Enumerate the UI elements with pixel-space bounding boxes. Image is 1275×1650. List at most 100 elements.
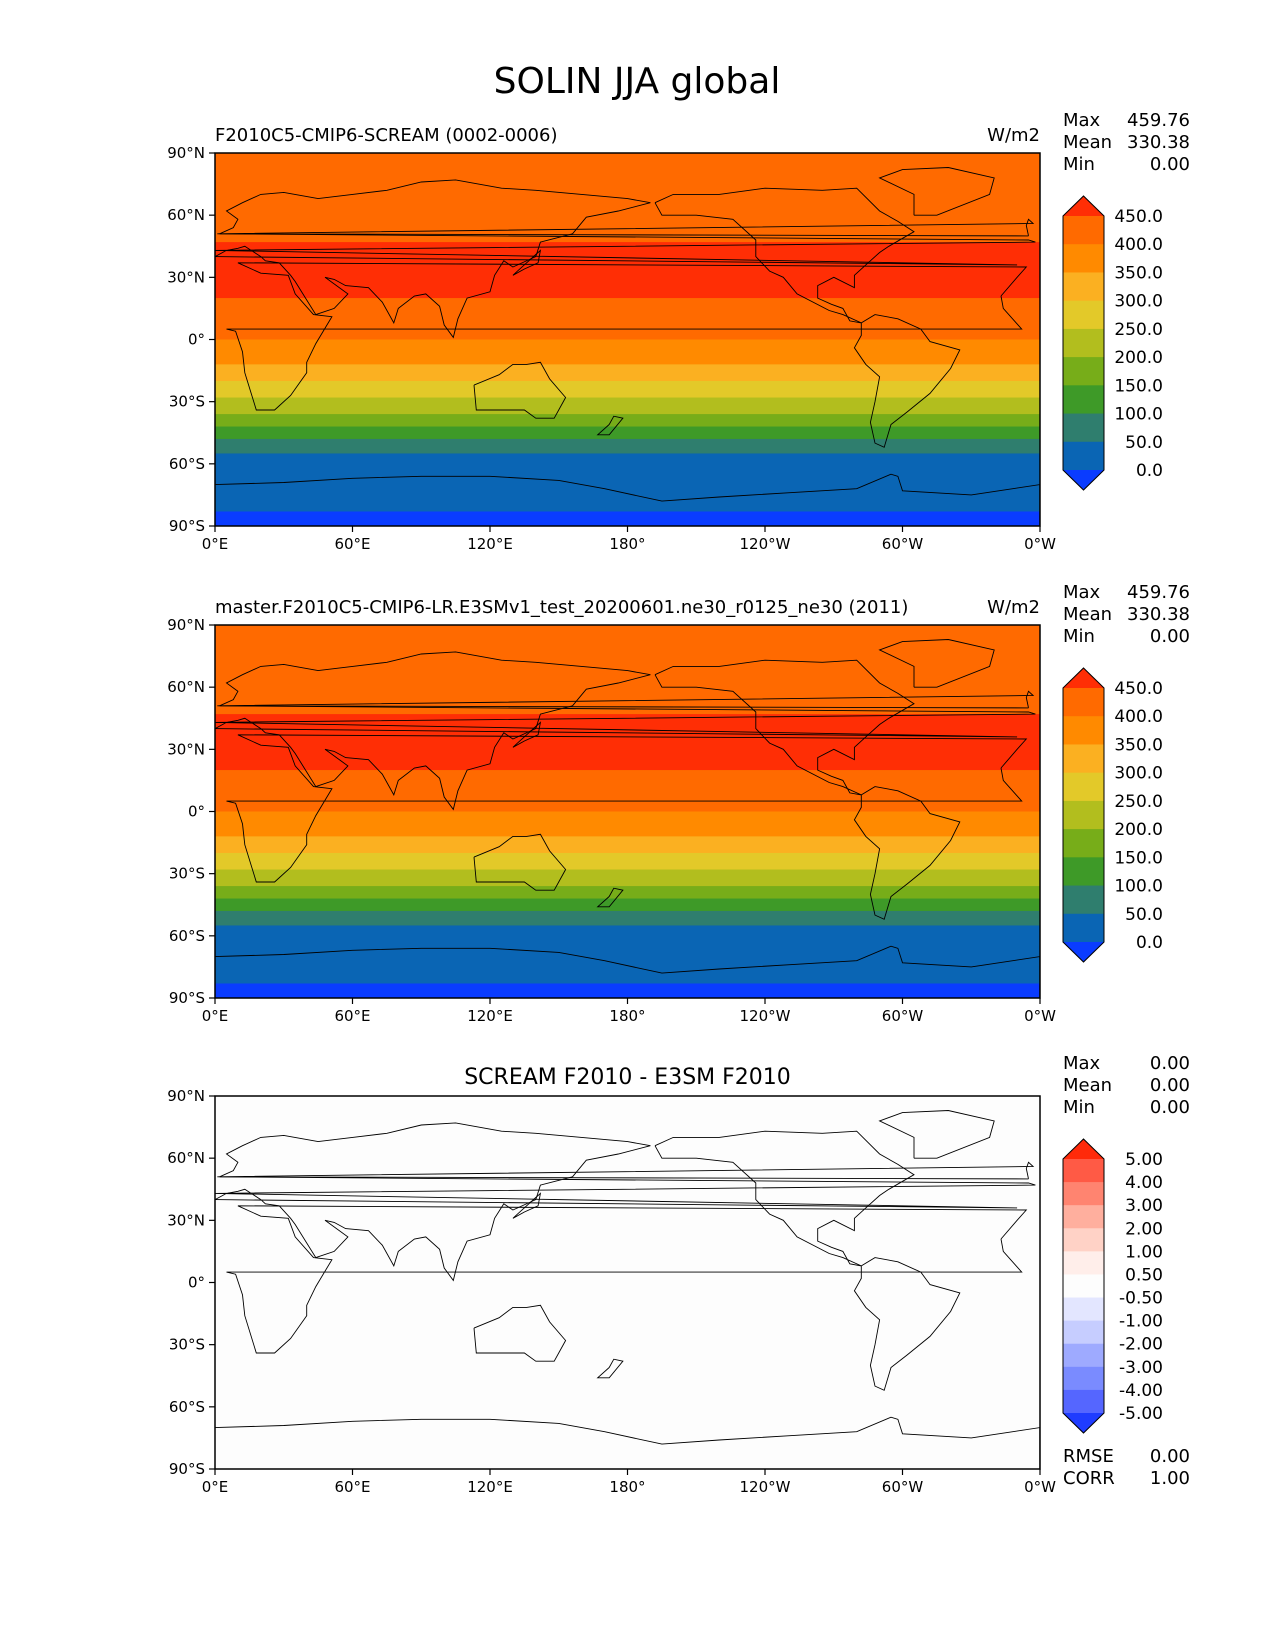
coastline bbox=[226, 262, 1028, 411]
x-tick-label: 120°E bbox=[467, 1478, 513, 1496]
coastline bbox=[596, 415, 624, 436]
y-tick-label: 60°N bbox=[167, 206, 205, 224]
colorbar-extend-bottom bbox=[1063, 1413, 1104, 1433]
stat-label: Mean bbox=[1063, 132, 1112, 153]
colorbar-label: -2.00 bbox=[1119, 1335, 1163, 1355]
stat-label: Max bbox=[1063, 582, 1101, 603]
coastlines bbox=[214, 1110, 1041, 1470]
map-panel-3: 0°E 60°E 120°E 180° 120°W 60°W 0°W 90°N 60°N 30°N… bbox=[167, 1053, 1190, 1496]
colorbar-label: -0.50 bbox=[1119, 1289, 1163, 1309]
colorbar-extend-bottom bbox=[1063, 942, 1104, 962]
field-band bbox=[215, 414, 1040, 428]
field-band bbox=[215, 983, 1040, 999]
x-tick-label: 60°W bbox=[882, 1478, 924, 1496]
colorbar-label: 150.0 bbox=[1114, 376, 1163, 396]
panels: 0°E 60°E 120°E 180° 120°W 60°W 0°W 90°N 60°N 30°N… bbox=[167, 110, 1190, 1496]
panel-title: SCREAM F2010 - E3SM F2010 bbox=[464, 1065, 791, 1090]
y-tick-label: 60°S bbox=[169, 455, 205, 473]
colorbar-label: 250.0 bbox=[1114, 792, 1163, 812]
x-tick-label: 0°E bbox=[202, 535, 229, 553]
colorbar-segment bbox=[1063, 1297, 1104, 1322]
colorbar-label: 5.00 bbox=[1125, 1150, 1163, 1170]
colorbar-label: 350.0 bbox=[1114, 263, 1163, 283]
field-band bbox=[215, 453, 1040, 512]
colorbar-label: -3.00 bbox=[1119, 1358, 1163, 1378]
colorbar-segment bbox=[1063, 1320, 1104, 1345]
colorbar-segment bbox=[1063, 385, 1104, 415]
field-band bbox=[215, 852, 1040, 871]
x-tick-label: 0°W bbox=[1024, 535, 1056, 553]
field-band bbox=[215, 910, 1040, 926]
y-tick-label: 30°N bbox=[167, 1211, 205, 1229]
field-band bbox=[215, 397, 1040, 415]
coastlines bbox=[214, 167, 1041, 527]
coastline bbox=[878, 1110, 995, 1159]
coastline bbox=[512, 249, 542, 276]
colorbar-segment bbox=[1063, 1343, 1104, 1368]
stat-value: 0.00 bbox=[1150, 626, 1190, 647]
stat-label: Min bbox=[1063, 1097, 1095, 1118]
y-tick-label: 90°N bbox=[167, 144, 205, 162]
field-band bbox=[215, 1096, 1040, 1470]
y-tick-label: 60°S bbox=[169, 927, 205, 945]
stat-value: 0.00 bbox=[1150, 1053, 1190, 1074]
colorbar-label: 300.0 bbox=[1114, 292, 1163, 312]
y-tick-label: 0° bbox=[188, 803, 205, 821]
field-band bbox=[215, 298, 1040, 340]
colorbar-segment bbox=[1063, 357, 1104, 386]
colorbar-label: -5.00 bbox=[1119, 1404, 1163, 1424]
coastline bbox=[214, 1122, 1036, 1282]
colorbar-label: 50.0 bbox=[1125, 433, 1163, 453]
stat-value: 459.76 bbox=[1127, 110, 1190, 131]
x-tick-label: 0°E bbox=[202, 1478, 229, 1496]
field-band bbox=[215, 426, 1040, 440]
colorbar-segment bbox=[1063, 913, 1104, 943]
coastline bbox=[226, 1205, 1028, 1354]
y-tick-label: 30°N bbox=[167, 268, 205, 286]
coastline bbox=[654, 1130, 915, 1267]
colorbar-label: -4.00 bbox=[1119, 1381, 1163, 1401]
colorbar-segment bbox=[1063, 1159, 1104, 1183]
field-band bbox=[215, 339, 1040, 365]
colorbar-segment bbox=[1063, 1366, 1104, 1391]
colorbar-segment bbox=[1063, 272, 1104, 302]
coastline bbox=[654, 659, 915, 796]
coastline bbox=[596, 1358, 624, 1379]
colorbar-label: 50.0 bbox=[1125, 905, 1163, 925]
stat-value: 330.38 bbox=[1127, 604, 1190, 625]
y-tick-label: 60°S bbox=[169, 1398, 205, 1416]
stat-value: 0.00 bbox=[1150, 154, 1190, 175]
coastline bbox=[853, 786, 961, 920]
map-panel-2: 0°E 60°E 120°E 180° 120°W 60°W 0°W 90°N 60°N 30°N… bbox=[167, 582, 1190, 1025]
stat-value: 459.76 bbox=[1127, 582, 1190, 603]
colorbar-segment bbox=[1063, 772, 1104, 802]
colorbar-segment bbox=[1063, 244, 1104, 273]
y-tick-label: 30°S bbox=[169, 393, 205, 411]
colorbar-segment bbox=[1063, 716, 1104, 745]
field-band bbox=[215, 925, 1040, 984]
y-tick-label: 90°N bbox=[167, 1087, 205, 1105]
colorbar: 450.0 400.0 350.0 300.0 250.0 200.0 150.0 100.0… bbox=[1062, 195, 1163, 491]
footer-stat-label: CORR bbox=[1063, 1468, 1115, 1489]
y-tick-label: 60°N bbox=[167, 1149, 205, 1167]
field-band bbox=[215, 886, 1040, 900]
colorbar-segment bbox=[1063, 1228, 1104, 1252]
x-tick-label: 60°E bbox=[334, 1478, 370, 1496]
panel-units: W/m2 bbox=[987, 597, 1040, 618]
coastline bbox=[217, 690, 1035, 709]
y-tick-label: 30°N bbox=[167, 740, 205, 758]
x-tick-label: 120°E bbox=[467, 535, 513, 553]
colorbar-extend-top bbox=[1063, 668, 1104, 688]
coastline bbox=[654, 187, 915, 324]
field-band bbox=[215, 511, 1040, 527]
colorbar-label: 400.0 bbox=[1114, 707, 1163, 727]
colorbar-label: 250.0 bbox=[1114, 320, 1163, 340]
y-tick-label: 0° bbox=[188, 331, 205, 349]
y-tick-label: 60°N bbox=[167, 678, 205, 696]
colorbar-segment bbox=[1063, 829, 1104, 858]
coastline bbox=[596, 887, 624, 908]
colorbar-label: 3.00 bbox=[1125, 1196, 1163, 1216]
panel-units: W/m2 bbox=[987, 125, 1040, 146]
map-panel-1: 0°E 60°E 120°E 180° 120°W 60°W 0°W 90°N 60°N 30°N… bbox=[167, 110, 1190, 553]
